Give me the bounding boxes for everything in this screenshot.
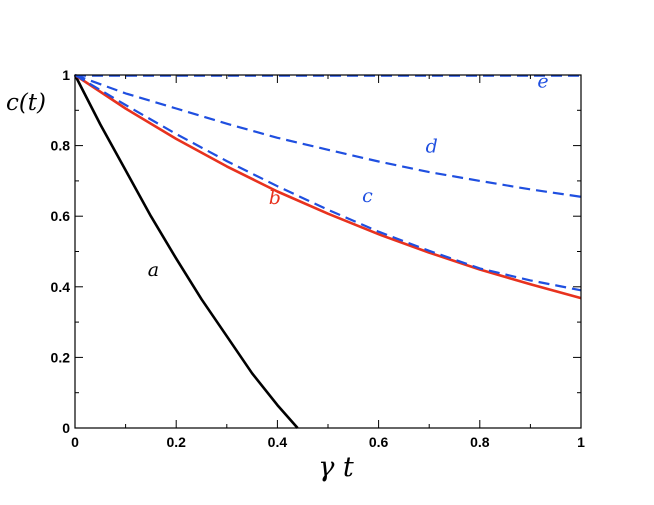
x-tick-label: 0.4 bbox=[268, 434, 288, 450]
x-tick-label: 1 bbox=[577, 434, 585, 450]
series-label-c: c bbox=[362, 185, 373, 207]
y-tick-label: 0.4 bbox=[51, 279, 71, 295]
y-tick-label: 0.6 bbox=[51, 208, 71, 224]
curve-labels: a b c d e bbox=[148, 70, 549, 281]
y-tick-label: 1 bbox=[62, 67, 70, 83]
series-line-b bbox=[74, 73, 582, 300]
series-label-a: a bbox=[148, 259, 159, 281]
x-tick-labels: 0 0.2 0.4 0.6 0.8 1 bbox=[71, 434, 585, 450]
series-label-e: e bbox=[537, 70, 548, 92]
x-tick-label: 0 bbox=[71, 434, 79, 450]
series-line-c bbox=[74, 74, 582, 292]
x-tick-label: 0.6 bbox=[369, 434, 389, 450]
series-lines bbox=[73, 73, 582, 429]
series-label-b: b bbox=[269, 187, 281, 209]
series-line-d bbox=[74, 73, 582, 198]
series-line-a bbox=[73, 74, 299, 429]
y-tick-label: 0.8 bbox=[51, 138, 71, 154]
y-tick-label: 0.2 bbox=[51, 349, 71, 365]
y-tick-labels: 0 0.2 0.4 0.6 0.8 1 bbox=[51, 67, 71, 436]
x-tick-label: 0.8 bbox=[470, 434, 490, 450]
plot-frame bbox=[74, 74, 582, 429]
y-tick-label: 0 bbox=[62, 420, 70, 436]
y-axis-title: c(t) bbox=[6, 90, 46, 116]
axis-ticks bbox=[74, 74, 582, 429]
series-label-d: d bbox=[426, 136, 438, 158]
x-axis-title: γ t bbox=[318, 452, 354, 483]
x-tick-label: 0.2 bbox=[166, 434, 186, 450]
